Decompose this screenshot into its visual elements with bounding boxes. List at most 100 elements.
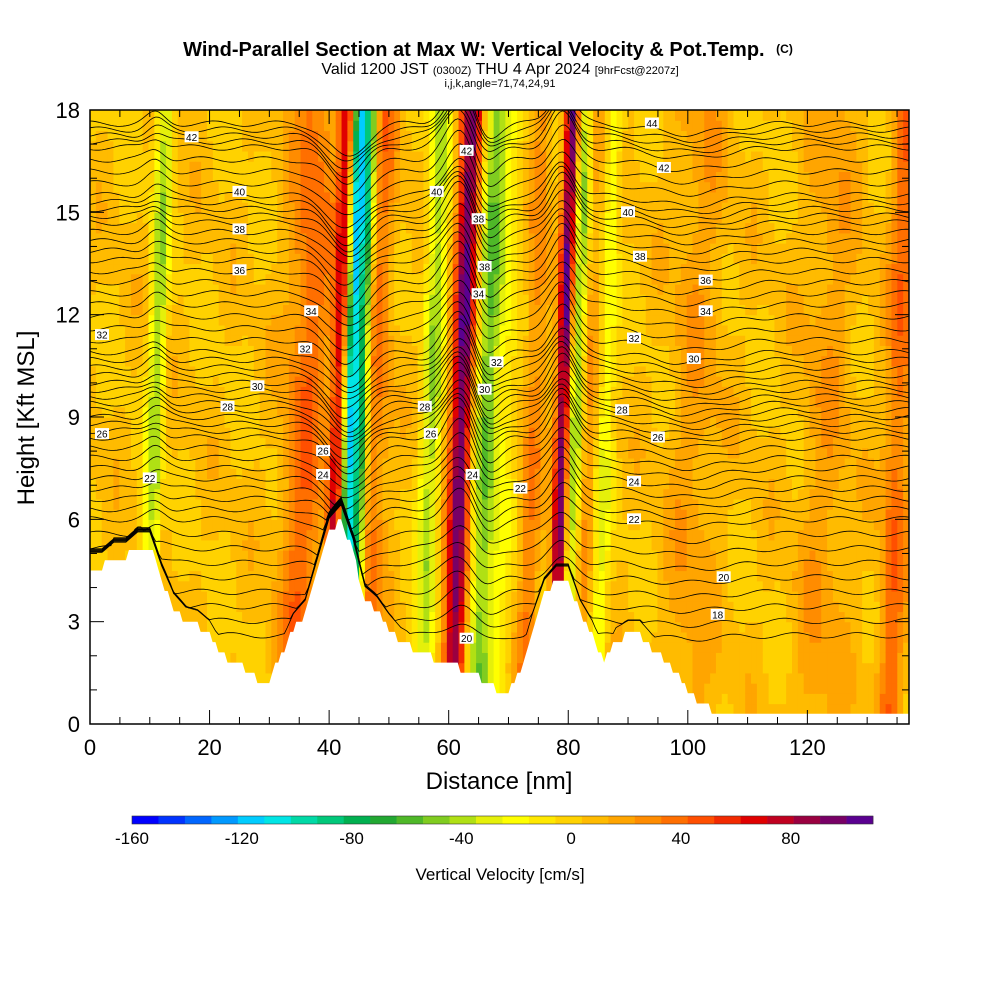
velocity-cell xyxy=(288,396,296,408)
velocity-cell xyxy=(517,130,524,142)
velocity-cell xyxy=(294,161,302,172)
velocity-cell xyxy=(476,509,483,520)
velocity-cell xyxy=(552,529,559,541)
velocity-cell xyxy=(534,519,542,531)
velocity-cell xyxy=(569,386,577,398)
velocity-cell xyxy=(558,294,565,306)
velocity-cell xyxy=(201,222,208,234)
velocity-cell xyxy=(552,232,559,244)
velocity-cell xyxy=(154,335,161,346)
velocity-cell xyxy=(253,498,261,510)
velocity-cell xyxy=(142,509,150,520)
velocity-cell xyxy=(487,519,495,531)
velocity-cell xyxy=(177,396,185,408)
velocity-cell xyxy=(212,232,220,244)
velocity-cell xyxy=(452,539,460,551)
velocity-cell xyxy=(218,457,226,469)
velocity-cell xyxy=(160,447,167,459)
velocity-cell xyxy=(528,386,536,398)
velocity-cell xyxy=(481,232,489,244)
velocity-cell xyxy=(130,222,138,234)
velocity-cell xyxy=(400,294,407,306)
velocity-cell xyxy=(458,468,465,479)
velocity-cell xyxy=(113,150,120,162)
velocity-cell xyxy=(417,427,425,439)
velocity-cell xyxy=(563,294,571,306)
velocity-cell xyxy=(288,345,296,357)
velocity-cell xyxy=(493,222,501,234)
velocity-cell xyxy=(277,263,284,275)
velocity-cell xyxy=(429,130,436,142)
velocity-cell xyxy=(265,417,272,428)
velocity-cell xyxy=(95,110,103,121)
velocity-cell xyxy=(522,202,530,213)
velocity-cell xyxy=(189,161,196,172)
velocity-cell xyxy=(540,253,547,265)
velocity-cell xyxy=(458,417,465,428)
velocity-cell xyxy=(487,498,495,510)
velocity-cell xyxy=(505,150,512,162)
velocity-cell xyxy=(370,427,378,439)
velocity-cell xyxy=(452,294,460,306)
velocity-cell xyxy=(324,376,331,387)
velocity-cell xyxy=(236,376,243,387)
velocity-cell xyxy=(388,130,395,142)
velocity-cell xyxy=(452,263,460,275)
velocity-cell xyxy=(405,478,413,490)
velocity-cell xyxy=(195,191,202,203)
velocity-cell xyxy=(382,253,389,265)
velocity-cell xyxy=(247,447,255,459)
velocity-cell xyxy=(558,478,565,490)
velocity-cell xyxy=(90,324,97,336)
velocity-cell xyxy=(242,580,249,592)
velocity-cell xyxy=(341,345,348,357)
velocity-cell xyxy=(458,294,465,306)
velocity-cell xyxy=(376,345,384,357)
velocity-cell xyxy=(324,509,331,520)
velocity-cell xyxy=(189,294,196,306)
velocity-cell xyxy=(306,140,313,152)
velocity-cell xyxy=(119,120,126,132)
velocity-cell xyxy=(119,519,126,531)
velocity-cell xyxy=(476,130,483,142)
velocity-cell xyxy=(148,243,155,254)
velocity-cell xyxy=(558,202,565,213)
velocity-cell xyxy=(195,283,202,295)
velocity-cell xyxy=(212,447,220,459)
velocity-cell xyxy=(283,406,290,418)
velocity-cell xyxy=(324,427,331,439)
velocity-cell xyxy=(160,120,167,132)
velocity-cell xyxy=(558,355,565,367)
velocity-cell xyxy=(218,550,226,561)
velocity-cell xyxy=(376,283,384,295)
velocity-cell xyxy=(242,335,249,346)
velocity-cell xyxy=(452,406,460,418)
velocity-cell xyxy=(522,304,530,316)
velocity-cell xyxy=(435,580,442,592)
velocity-cell xyxy=(452,161,460,172)
velocity-cell xyxy=(511,263,518,275)
velocity-cell xyxy=(394,120,401,132)
velocity-cell xyxy=(388,590,395,602)
velocity-cell xyxy=(517,396,524,408)
velocity-cell xyxy=(540,150,547,162)
velocity-cell xyxy=(370,294,378,306)
velocity-cell xyxy=(183,161,191,172)
velocity-cell xyxy=(259,642,267,653)
velocity-cell xyxy=(277,406,284,418)
velocity-cell xyxy=(411,150,419,162)
velocity-cell xyxy=(481,457,489,469)
velocity-cell xyxy=(312,120,319,132)
velocity-cell xyxy=(517,457,524,469)
velocity-cell xyxy=(441,283,448,295)
velocity-cell xyxy=(458,642,465,653)
velocity-cell xyxy=(294,222,302,234)
velocity-cell xyxy=(136,447,144,459)
velocity-cell xyxy=(546,324,553,336)
velocity-cell xyxy=(394,212,401,224)
velocity-cell xyxy=(318,222,325,234)
velocity-cell xyxy=(207,621,214,633)
velocity-cell xyxy=(353,539,360,551)
velocity-cell xyxy=(148,539,155,551)
velocity-cell xyxy=(552,314,559,326)
